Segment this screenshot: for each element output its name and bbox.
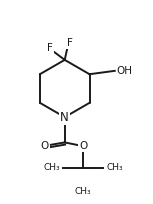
Text: O: O — [79, 141, 87, 151]
Text: CH₃: CH₃ — [75, 187, 91, 196]
Text: CH₃: CH₃ — [107, 163, 123, 172]
Text: F: F — [67, 38, 73, 48]
Text: F: F — [47, 43, 52, 53]
Text: OH: OH — [116, 66, 132, 76]
Text: CH₃: CH₃ — [43, 163, 60, 172]
Text: N: N — [60, 111, 69, 124]
Text: O: O — [40, 141, 49, 151]
